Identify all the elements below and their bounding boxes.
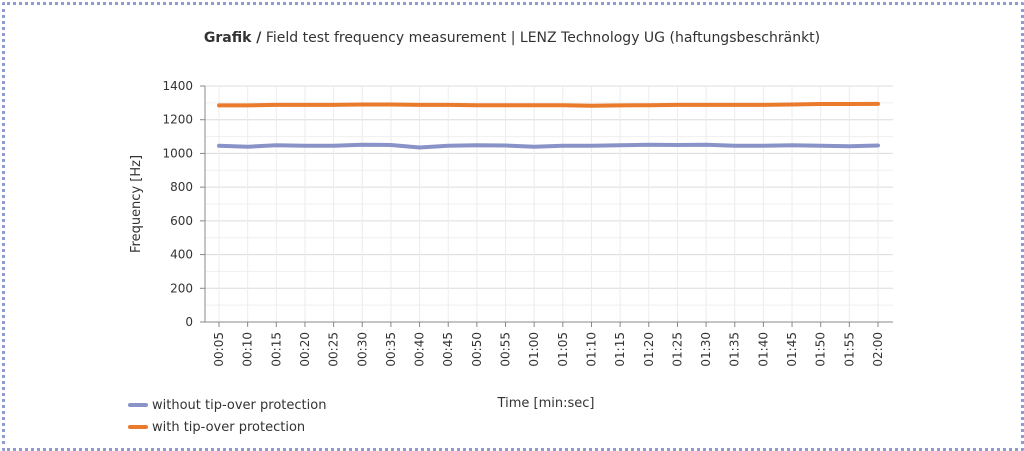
y-tick-labels: 0 200 400 600 800 1000 1200 1400 bbox=[162, 79, 193, 329]
legend-swatch-series-1 bbox=[128, 403, 148, 407]
x-tick-label: 00:30 bbox=[355, 332, 369, 367]
chart-title-text: Field test frequency measurement | LENZ … bbox=[265, 30, 821, 46]
x-tick-label: 00:10 bbox=[241, 332, 255, 367]
legend-swatch-series-2 bbox=[128, 425, 148, 429]
x-tick-label: 01:15 bbox=[613, 332, 627, 367]
x-tick-label: 00:35 bbox=[384, 332, 398, 367]
x-tick-label: 01:20 bbox=[642, 332, 656, 367]
y-tick-label: 400 bbox=[170, 248, 193, 262]
legend: without tip-over protection with tip-ove… bbox=[128, 394, 326, 438]
y-tick-label: 1200 bbox=[162, 113, 193, 127]
x-tick-label: 00:50 bbox=[470, 332, 484, 367]
x-tick-label: 01:00 bbox=[527, 332, 541, 367]
series-lines bbox=[217, 101, 880, 150]
x-tick-label: 00:45 bbox=[441, 332, 455, 367]
x-tick-label: 00:05 bbox=[212, 332, 226, 367]
x-tick-label: 00:15 bbox=[269, 332, 283, 367]
chart-title: Grafik / Field test frequency measuremen… bbox=[0, 30, 1024, 46]
x-axis-label: Time [min:sec] bbox=[497, 396, 595, 411]
x-tick-label: 01:05 bbox=[556, 332, 570, 367]
grid-lines bbox=[205, 85, 893, 323]
x-tick-label: 01:45 bbox=[785, 332, 799, 367]
x-tick-label: 01:25 bbox=[670, 332, 684, 367]
y-axis-label: Frequency [Hz] bbox=[129, 155, 144, 253]
y-tick-label: 800 bbox=[170, 180, 193, 194]
y-tick-label: 0 bbox=[185, 315, 193, 329]
legend-item-series-2: with tip-over protection bbox=[128, 416, 326, 438]
x-tick-label: 00:40 bbox=[413, 332, 427, 367]
x-tick-label: 02:00 bbox=[871, 332, 885, 367]
legend-item-series-1: without tip-over protection bbox=[128, 394, 326, 416]
y-tick-label: 1400 bbox=[162, 79, 193, 93]
chart-title-lead: Grafik / bbox=[203, 30, 262, 46]
x-tick-label: 01:50 bbox=[814, 332, 828, 367]
x-tick-label: 01:35 bbox=[728, 332, 742, 367]
x-tick-label: 01:55 bbox=[842, 332, 856, 367]
x-tick-label: 00:25 bbox=[327, 332, 341, 367]
legend-label-series-2: with tip-over protection bbox=[152, 419, 306, 435]
x-tick-label: 00:55 bbox=[499, 332, 513, 367]
x-tick-label: 01:30 bbox=[699, 332, 713, 367]
axes bbox=[200, 85, 893, 327]
y-tick-label: 600 bbox=[170, 214, 193, 228]
series-line-2 bbox=[217, 101, 880, 108]
x-tick-label: 01:40 bbox=[756, 332, 770, 367]
x-tick-label: 01:10 bbox=[584, 332, 598, 367]
y-tick-label: 200 bbox=[170, 281, 193, 295]
legend-label-series-1: without tip-over protection bbox=[152, 397, 327, 413]
series-line-1 bbox=[217, 142, 880, 150]
x-tick-labels: 00:05 00:10 00:15 00:20 00:25 00:30 00:35 00:40… bbox=[212, 332, 885, 367]
y-tick-label: 1000 bbox=[162, 146, 193, 160]
x-tick-label: 00:20 bbox=[298, 332, 312, 367]
